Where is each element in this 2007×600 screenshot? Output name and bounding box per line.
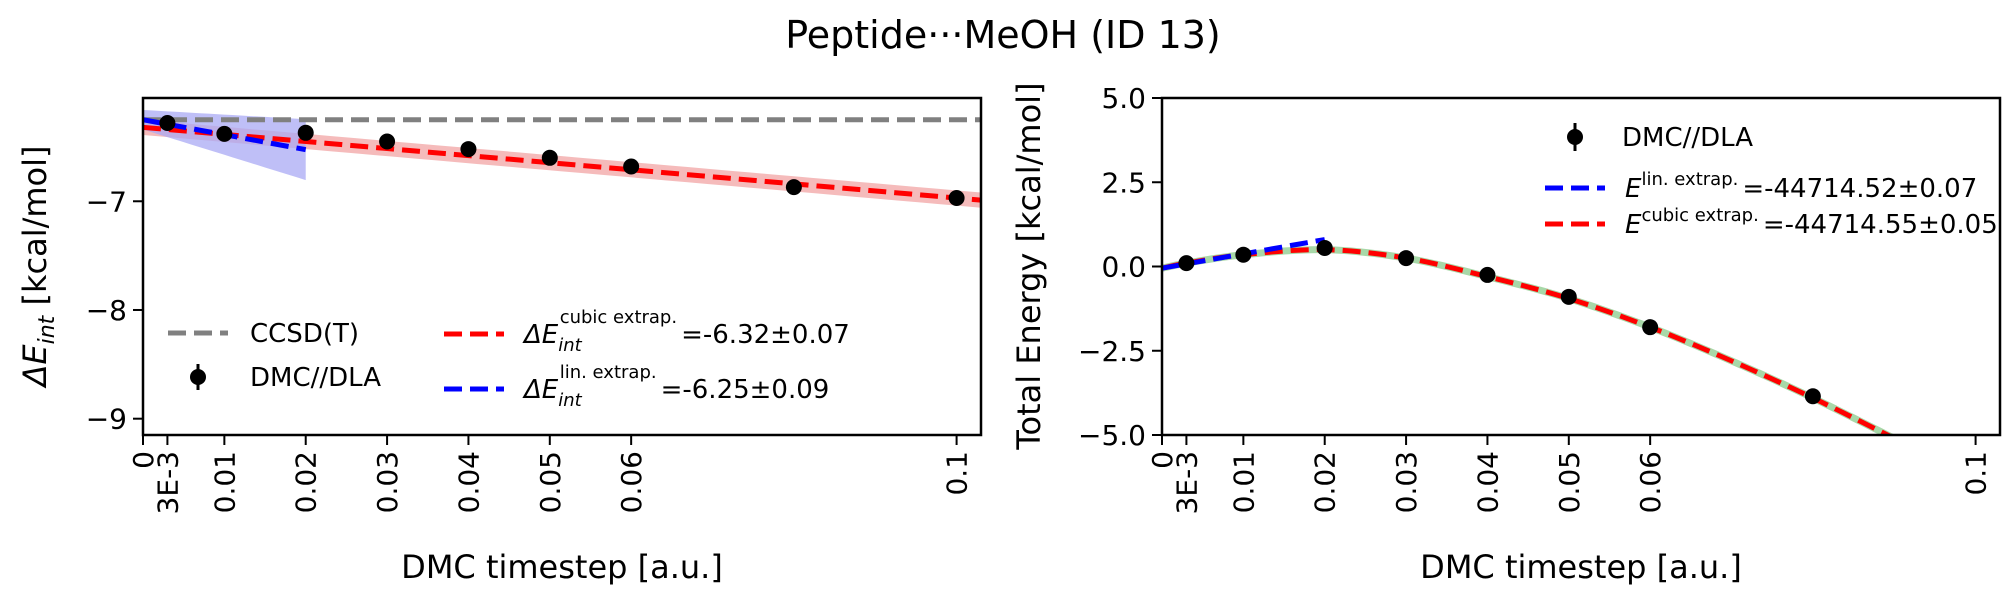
right-x-tick-label: 0 xyxy=(1146,451,1179,469)
legend-r-linear-sup: lin. extrap. xyxy=(1641,169,1738,190)
left-legend: CCSD(T) DMC//DLA ΔEintcubic extrap.=-6.3… xyxy=(168,307,850,411)
right-x-tick-label: 0.04 xyxy=(1471,451,1504,513)
cubic-fit-line xyxy=(143,124,981,203)
left-x-tick-label: 0.06 xyxy=(615,451,648,513)
right-x-tick-label: 0.03 xyxy=(1390,451,1423,513)
legend-cubic-label: ΔEint cubic extrap.=-6.32±0.07 xyxy=(522,307,850,356)
legend-r-linear-main: E xyxy=(1625,174,1642,204)
right-cubic-band xyxy=(1162,246,1896,435)
legend-cubic-sup: cubic extrap. xyxy=(560,307,677,328)
left-y-label-sub: int xyxy=(35,314,60,344)
left-axes-frame xyxy=(141,96,983,437)
right-y-tick-label: −5.0 xyxy=(1078,419,1146,452)
legend-cubic-sub: int xyxy=(558,335,582,356)
right-dmc-data-point xyxy=(1560,288,1577,305)
right-y-tick-label: 2.5 xyxy=(1101,166,1146,199)
right-dmc-data-point xyxy=(1235,246,1252,263)
right-y-axis-label: Total Energy [kcal/mol] xyxy=(1010,82,1048,450)
right-axes-frame xyxy=(1160,96,2002,437)
left-y-tick-label: −7 xyxy=(86,185,127,218)
right-axis-ticks: 03E-3 0.01 0.02 0.03 0.04 0.05 0.06 0.1 5.0 2.5 0.… xyxy=(1078,82,1993,514)
legend-linear-sup: lin. extrap. xyxy=(560,362,657,383)
right-x-tick-label: 0.02 xyxy=(1309,451,1342,513)
dmc-data-point xyxy=(948,190,965,207)
left-chart: 03E-3 0.01 0.02 0.03 0.04 0.05 0.06 0.1 −9 −8 −7 D… xyxy=(16,96,983,586)
left-plot-area xyxy=(143,109,981,208)
left-x-tick-label: 3E-3 xyxy=(151,451,184,514)
dmc-data-point xyxy=(216,125,233,142)
right-x-tick-label: 0.06 xyxy=(1634,451,1667,513)
right-dmc-data-point xyxy=(1479,266,1496,283)
legend-r-dmc-marker xyxy=(1567,129,1583,145)
dmc-data-point xyxy=(623,158,640,175)
right-dmc-data-point xyxy=(1316,239,1333,256)
dmc-data-point xyxy=(785,179,802,196)
left-x-tick-label: 0.02 xyxy=(290,451,323,513)
left-x-tick-label: 0.04 xyxy=(452,451,485,513)
right-plot-clip xyxy=(1162,237,1896,435)
left-y-label-unit: [kcal/mol] xyxy=(16,146,54,316)
right-y-tick-label: −2.5 xyxy=(1078,335,1146,368)
legend-cubic-main: ΔE xyxy=(522,320,559,350)
left-x-tick-label: 0 xyxy=(127,451,160,469)
right-cubic-fit-line xyxy=(1162,247,1894,435)
dmc-data-point xyxy=(541,149,558,166)
right-dmc-data-point xyxy=(1642,319,1659,336)
figure-title: Peptide···MeOH (ID 13) xyxy=(785,13,1221,57)
right-y-tick-label: 5.0 xyxy=(1101,82,1146,115)
legend-ccsd-label: CCSD(T) xyxy=(250,319,359,349)
right-x-tick-label: 3E-3 xyxy=(1170,451,1203,514)
left-x-tick-label: 0.05 xyxy=(534,451,567,513)
right-legend: DMC//DLA Elin. extrap. =-44714.52±0.07 Ec… xyxy=(1545,123,1998,240)
dmc-data-point xyxy=(460,141,477,158)
left-x-axis-label: DMC timestep [a.u.] xyxy=(401,548,723,586)
left-y-tick-label: −9 xyxy=(86,403,127,436)
legend-r-dmc-label: DMC//DLA xyxy=(1622,123,1753,153)
left-y-axis-label: ΔEint [kcal/mol] xyxy=(16,146,60,390)
right-x-tick-label: 0.05 xyxy=(1553,451,1586,513)
right-chart: 03E-3 0.01 0.02 0.03 0.04 0.05 0.06 0.1 5.0 2.5 0.… xyxy=(1010,82,2002,586)
left-axis-ticks: 03E-3 0.01 0.02 0.03 0.04 0.05 0.06 0.1 −9 −8 −7 xyxy=(86,185,974,514)
right-x-axis-label: DMC timestep [a.u.] xyxy=(1420,548,1742,586)
right-dmc-data-point xyxy=(1804,388,1821,405)
left-x-tick-label: 0.1 xyxy=(941,451,974,496)
legend-r-cubic-label: Ecubic extrap. =-44714.55±0.05 xyxy=(1625,205,1998,240)
left-y-tick-label: −8 xyxy=(86,294,127,327)
legend-r-cubic-value: =-44714.55±0.05 xyxy=(1763,210,1998,240)
legend-linear-value: =-6.25±0.09 xyxy=(661,375,830,405)
right-dmc-data-point xyxy=(1178,255,1195,272)
legend-r-linear-label: Elin. extrap. =-44714.52±0.07 xyxy=(1625,169,1977,204)
legend-r-cubic-main: E xyxy=(1625,210,1642,240)
left-y-label-main: ΔE xyxy=(16,344,54,390)
left-x-tick-label: 0.03 xyxy=(371,451,404,513)
right-x-tick-label: 0.1 xyxy=(1960,451,1993,496)
legend-linear-sub: int xyxy=(558,390,582,411)
right-dmc-data-point xyxy=(1398,250,1415,267)
legend-r-linear-value: =-44714.52±0.07 xyxy=(1742,174,1977,204)
dmc-data-point xyxy=(297,124,314,141)
right-x-tick-label: 0.01 xyxy=(1227,451,1260,513)
legend-linear-label: ΔEint lin. extrap.=-6.25±0.09 xyxy=(522,362,829,411)
left-x-tick-label: 0.01 xyxy=(208,451,241,513)
legend-linear-main: ΔE xyxy=(522,375,559,405)
left-plot-clip xyxy=(143,109,981,208)
legend-dmc-marker xyxy=(190,369,206,385)
right-plot-area xyxy=(1162,237,1896,435)
dmc-data-point xyxy=(379,133,396,150)
legend-dmc-label: DMC//DLA xyxy=(250,363,381,393)
dmc-data-point xyxy=(159,115,176,132)
legend-cubic-value: =-6.32±0.07 xyxy=(681,320,850,350)
right-y-tick-label: 0.0 xyxy=(1101,251,1146,284)
legend-r-cubic-sup: cubic extrap. xyxy=(1641,205,1758,226)
